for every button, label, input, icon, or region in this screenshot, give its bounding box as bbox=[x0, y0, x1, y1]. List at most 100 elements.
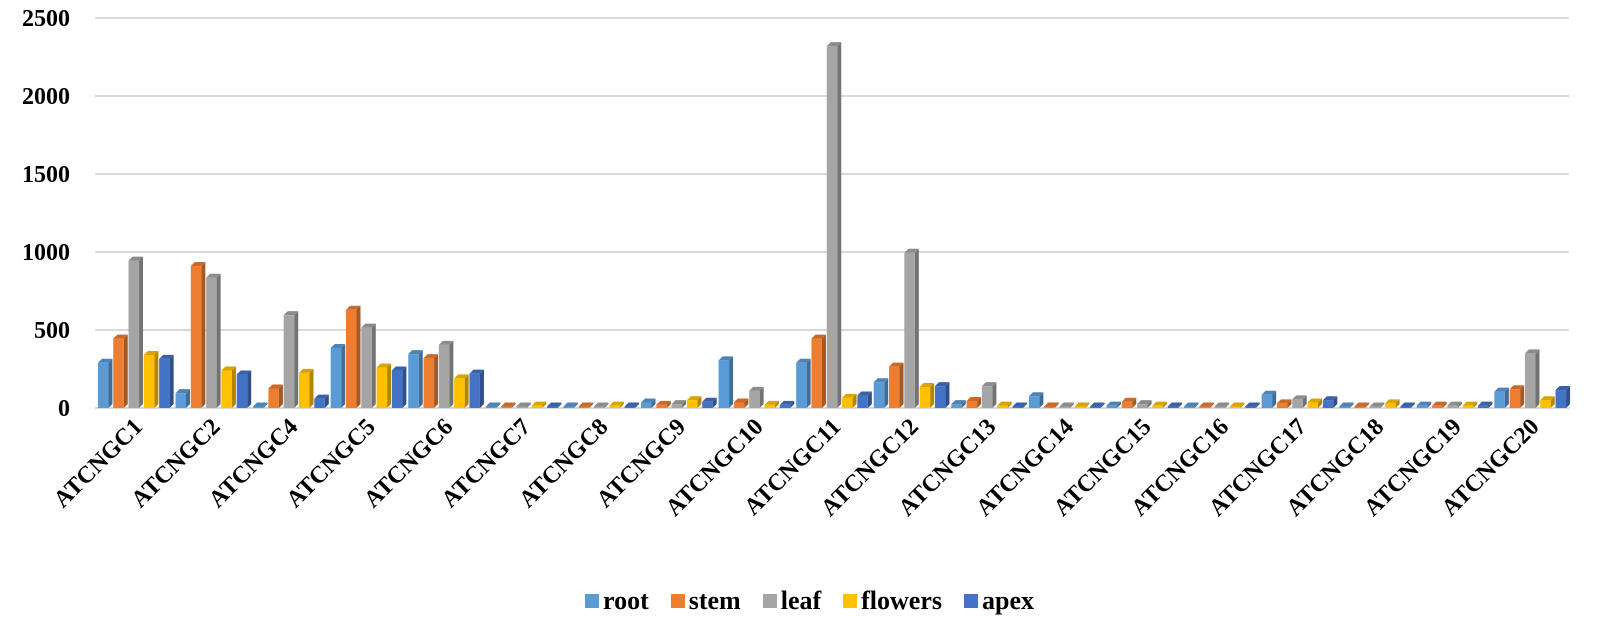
bar-side bbox=[371, 323, 376, 408]
bar-leaf-ATCNGC9 bbox=[671, 400, 687, 408]
bar-top bbox=[1354, 402, 1370, 407]
bar-top bbox=[298, 368, 314, 373]
bar-side bbox=[930, 382, 935, 408]
bar-top bbox=[469, 369, 484, 374]
bar-front bbox=[1555, 390, 1567, 408]
bar-flowers-ATCNGC1 bbox=[143, 350, 159, 408]
bar-front bbox=[997, 405, 1008, 408]
bar-side bbox=[341, 343, 346, 408]
bar-side bbox=[1457, 401, 1462, 408]
bar-stem-ATCNGC14 bbox=[1044, 402, 1059, 408]
bar-top bbox=[1184, 402, 1199, 407]
bar-top bbox=[889, 362, 904, 367]
bar-side bbox=[387, 363, 392, 408]
bar-apex-ATCNGC5 bbox=[391, 366, 407, 408]
bar-stem-ATCNGC19 bbox=[1432, 401, 1447, 408]
bar-top bbox=[749, 386, 764, 391]
bar-front bbox=[718, 360, 730, 408]
bar-flowers-ATCNGC6 bbox=[454, 374, 469, 408]
bar-root-ATCNGC15 bbox=[1106, 401, 1121, 408]
bar-side bbox=[712, 397, 717, 408]
bar-front bbox=[1322, 400, 1334, 408]
bar-root-ATCNGC6 bbox=[408, 350, 423, 408]
bar-front bbox=[1012, 406, 1024, 408]
bar-stem-ATCNGC9 bbox=[656, 400, 671, 408]
bar-apex-ATCNGC2 bbox=[236, 370, 252, 408]
bar-apex-ATCNGC20 bbox=[1555, 386, 1571, 408]
bar-side bbox=[635, 402, 640, 408]
bar-leaf-ATCNGC5 bbox=[361, 323, 376, 408]
bar-stem-ATCNGC15 bbox=[1121, 397, 1137, 408]
bar-top bbox=[764, 400, 779, 405]
bar-front bbox=[1432, 405, 1443, 408]
bar-top bbox=[128, 256, 144, 261]
bar-root-ATCNGC2 bbox=[175, 389, 191, 408]
bar-front bbox=[904, 252, 915, 408]
legend-item-flowers: flowers bbox=[843, 586, 942, 616]
bar-top bbox=[702, 397, 717, 402]
bar-top bbox=[1400, 402, 1415, 407]
bar-side bbox=[729, 356, 734, 408]
bar-root-ATCNGC9 bbox=[640, 398, 656, 408]
bar-top bbox=[1074, 402, 1090, 407]
bar-top bbox=[1524, 349, 1540, 354]
legend-item-apex: apex bbox=[964, 586, 1034, 616]
bar-side bbox=[1132, 397, 1137, 408]
bar-side bbox=[1473, 401, 1478, 408]
bar-side bbox=[511, 402, 516, 408]
bar-leaf-ATCNGC19 bbox=[1447, 401, 1462, 408]
bar-top bbox=[671, 400, 687, 405]
bar-side bbox=[201, 262, 206, 408]
bar-top bbox=[345, 305, 361, 310]
bar-top bbox=[221, 366, 236, 371]
bar-root-ATCNGC4 bbox=[253, 402, 268, 408]
bar-apex-ATCNGC18 bbox=[1400, 402, 1415, 408]
bar-side bbox=[324, 394, 329, 408]
bar-stem-ATCNGC2 bbox=[190, 262, 206, 408]
bar-top bbox=[1369, 402, 1385, 407]
bar-top bbox=[1106, 401, 1121, 406]
bar-top bbox=[1339, 402, 1354, 407]
bar-top bbox=[1261, 390, 1277, 395]
bar-side bbox=[1380, 402, 1385, 408]
bar-top bbox=[857, 391, 872, 396]
bar-side bbox=[1085, 402, 1090, 408]
bar-side bbox=[542, 401, 547, 408]
bar-front bbox=[1400, 406, 1411, 408]
bar-side bbox=[278, 384, 283, 408]
bar-top bbox=[190, 262, 206, 267]
bar-leaf-ATCNGC2 bbox=[206, 273, 221, 408]
bar-front bbox=[1447, 405, 1458, 408]
bar-front bbox=[686, 400, 698, 408]
bar-top bbox=[314, 394, 329, 399]
bar-root-ATCNGC5 bbox=[330, 343, 346, 408]
bar-side bbox=[945, 382, 950, 408]
legend-label: apex bbox=[982, 586, 1034, 615]
bar-top bbox=[1509, 385, 1525, 390]
bar-front bbox=[1509, 389, 1521, 408]
bar-top bbox=[997, 401, 1012, 406]
bar-front bbox=[951, 404, 962, 408]
bar-side bbox=[123, 334, 128, 408]
y-tick-label: 1000 bbox=[22, 240, 70, 266]
bar-top bbox=[531, 401, 547, 406]
bar-front bbox=[1245, 406, 1256, 408]
bar-top bbox=[1292, 395, 1307, 400]
bar-side bbox=[247, 370, 252, 408]
bar-front bbox=[1494, 391, 1505, 408]
bar-top bbox=[1152, 401, 1167, 406]
bar-flowers-ATCNGC15 bbox=[1152, 401, 1167, 408]
bar-apex-ATCNGC12 bbox=[934, 382, 950, 408]
bar-front bbox=[423, 358, 435, 408]
bar-stem-ATCNGC17 bbox=[1276, 399, 1292, 408]
bar-stem-ATCNGC16 bbox=[1199, 402, 1214, 408]
bar-side bbox=[682, 400, 687, 408]
bar-top bbox=[113, 334, 128, 339]
bar-front bbox=[175, 393, 187, 408]
bar-root-ATCNGC8 bbox=[563, 402, 578, 408]
bar-side bbox=[294, 311, 299, 408]
bar-front bbox=[391, 370, 403, 408]
bar-top bbox=[501, 402, 516, 407]
bar-side bbox=[356, 305, 361, 408]
bar-root-ATCNGC16 bbox=[1184, 402, 1199, 408]
